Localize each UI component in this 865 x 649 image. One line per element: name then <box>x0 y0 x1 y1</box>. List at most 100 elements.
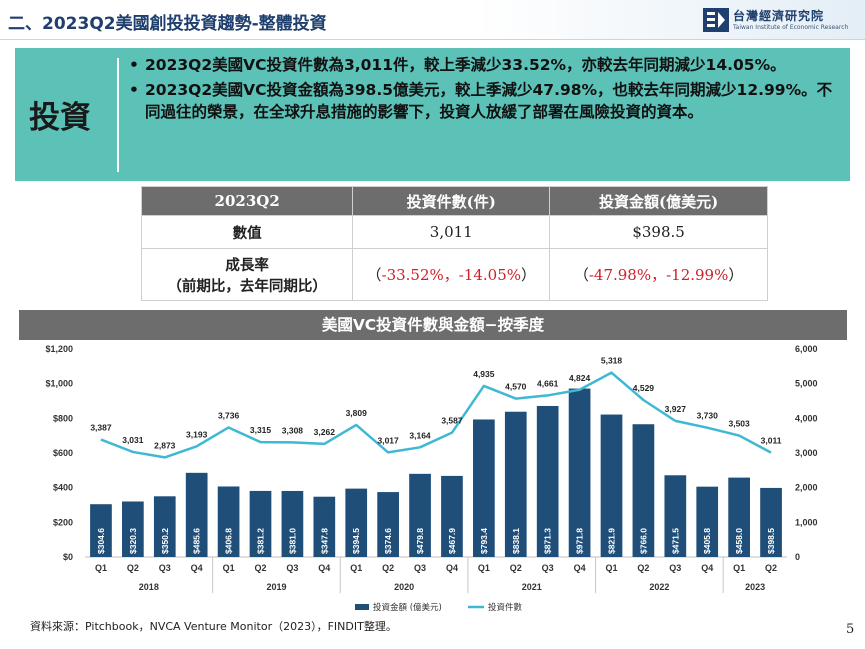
panel-label: 投資 <box>29 100 91 136</box>
bar <box>696 486 719 557</box>
slide-title: 二、2023Q2美國創投投資趨勢-整體投資 <box>8 14 327 34</box>
line-data-label: 3,011 <box>761 436 782 446</box>
bullet-item-count: 2023Q2美國VC投資件數為3,011件，較上季減少33.52%，亦較去年同期… <box>127 54 839 76</box>
line-data-label: 3,927 <box>665 404 687 414</box>
x-tick-label: Q2 <box>765 563 777 573</box>
line-data-label: 3,587 <box>441 416 463 426</box>
year-label: 2022 <box>649 582 669 592</box>
table-row-value: 數值 3,011 $398.5 <box>140 215 768 249</box>
x-tick-label: Q4 <box>574 563 586 573</box>
bar-data-label: $398.5 <box>766 528 776 554</box>
bar-data-label: $971.8 <box>575 528 585 554</box>
bar-data-label: $374.6 <box>383 528 393 554</box>
bar <box>568 388 591 557</box>
x-tick-label: Q2 <box>637 563 649 573</box>
bar-data-label: $871.3 <box>543 528 553 554</box>
line-data-label: 3,730 <box>697 411 719 421</box>
x-tick-label: Q2 <box>127 563 139 573</box>
bar-data-label: $479.8 <box>415 528 425 554</box>
logo-name: 台灣經濟研究院 <box>733 9 825 23</box>
x-tick-label: Q3 <box>286 563 298 573</box>
x-tick-label: Q4 <box>191 563 203 573</box>
y-right-tick-label: 1,000 <box>795 517 818 527</box>
bar <box>600 414 623 557</box>
line-data-label: 3,736 <box>218 410 240 420</box>
bar <box>441 475 463 557</box>
x-tick-label: Q4 <box>446 563 458 573</box>
table-header-amount: 投資金額(億美元) <box>549 186 768 216</box>
x-tick-label: Q1 <box>223 563 235 573</box>
legend-bar-swatch <box>355 604 369 610</box>
x-tick-label: Q1 <box>478 563 490 573</box>
row-label-value: 數值 <box>140 215 354 249</box>
bar <box>185 472 208 557</box>
line-data-label: 4,529 <box>633 383 655 393</box>
y-left-tick-label: $200 <box>53 517 73 527</box>
y-right-tick-label: 5,000 <box>795 379 818 389</box>
bar <box>473 419 495 557</box>
investment-summary-panel: 投資 2023Q2美國VC投資件數為3,011件，較上季減少33.52%，亦較去… <box>15 48 850 181</box>
bar-data-label: $766.0 <box>638 528 648 554</box>
line-data-label: 3,164 <box>409 430 431 440</box>
bar <box>409 473 431 557</box>
table-row-growth: 成長率 （前期比，去年同期比） （-33.52%，-14.05%） （-47.9… <box>140 248 768 301</box>
line-data-label: 3,387 <box>90 423 112 433</box>
line-data-label: 4,570 <box>505 382 527 392</box>
table-header-period: 2023Q2 <box>140 186 354 216</box>
bar-data-label: $304.6 <box>96 528 106 554</box>
bar-data-label: $350.2 <box>160 528 170 554</box>
bar-data-label: $838.1 <box>511 528 521 554</box>
year-label: 2021 <box>522 582 542 592</box>
x-tick-label: Q1 <box>350 563 362 573</box>
legend-bar-label: 投資金額 (億美元) <box>373 602 442 613</box>
bar <box>153 496 176 557</box>
bar <box>345 488 368 557</box>
bullet-item-amount: 2023Q2美國VC投資金額為398.5億美元，較上季減少47.98%，也較去年… <box>127 79 839 123</box>
bar <box>760 487 782 557</box>
paren-close: ） <box>728 266 744 284</box>
row-label-growth-line2: （前期比，去年同期比） <box>167 278 327 295</box>
y-right-tick-label: 3,000 <box>795 448 818 458</box>
line-data-label: 3,315 <box>250 425 272 435</box>
bar-data-label: $793.4 <box>479 528 489 554</box>
summary-table: 2023Q2 投資件數(件) 投資金額(億美元) 數值 3,011 $398.5… <box>140 186 768 301</box>
quarterly-vc-chart: $0 $200 $400 $600 $800 $1,000 $1,200 0 1,000 2,00… <box>45 344 818 613</box>
line-data-label: 4,935 <box>473 369 495 379</box>
year-label: 2020 <box>394 582 414 592</box>
row-label-growth-line1: 成長率 <box>225 257 269 274</box>
x-tick-label: Q3 <box>414 563 426 573</box>
x-tick-label: Q2 <box>382 563 394 573</box>
bar-data-label: $381.0 <box>287 528 297 554</box>
line-data-label: 4,824 <box>569 373 591 383</box>
legend-line-label: 投資件數 <box>488 602 523 613</box>
cell-count-value: 3,011 <box>352 215 551 249</box>
bar-data-label: $381.2 <box>256 528 266 554</box>
x-tick-label: Q3 <box>669 563 681 573</box>
amount-growth-values: -47.98%，-12.99% <box>588 266 729 284</box>
bar-data-label: $320.3 <box>128 528 138 554</box>
line-data-label: 3,809 <box>346 408 368 418</box>
x-tick-label: Q1 <box>733 563 745 573</box>
year-label: 2023 <box>745 582 765 592</box>
line-data-label: 3,031 <box>122 435 144 445</box>
source-note: 資料來源：Pitchbook，NVCA Venture Monitor（2023… <box>30 620 397 633</box>
row-label-growth: 成長率 （前期比，去年同期比） <box>140 248 354 301</box>
line-data-label: 3,017 <box>377 435 399 445</box>
y-left-tick-label: $400 <box>53 483 73 493</box>
bar <box>504 411 527 557</box>
line-data-label: 3,503 <box>728 419 750 429</box>
count-series-line <box>100 371 772 459</box>
count-growth-values: -33.52%，-14.05% <box>381 266 522 284</box>
bar <box>90 504 112 557</box>
line-data-label: 3,308 <box>282 425 304 435</box>
bar-data-label: $467.9 <box>447 528 457 554</box>
bar-data-label: $821.9 <box>607 528 617 554</box>
y-left-tick-label: $1,000 <box>45 379 73 389</box>
x-tick-label: Q3 <box>159 563 171 573</box>
y-left-tick-label: $0 <box>63 552 73 562</box>
bar <box>217 486 240 557</box>
bar <box>728 477 750 557</box>
bar <box>281 490 304 557</box>
bar-data-label: $406.8 <box>224 528 234 554</box>
bar <box>536 405 559 557</box>
